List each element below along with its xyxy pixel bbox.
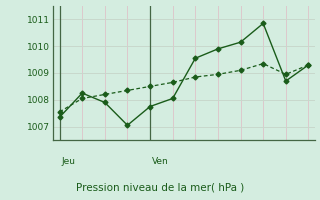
Text: Jeu: Jeu <box>61 157 75 166</box>
Text: Ven: Ven <box>152 157 168 166</box>
Text: Pression niveau de la mer( hPa ): Pression niveau de la mer( hPa ) <box>76 182 244 192</box>
